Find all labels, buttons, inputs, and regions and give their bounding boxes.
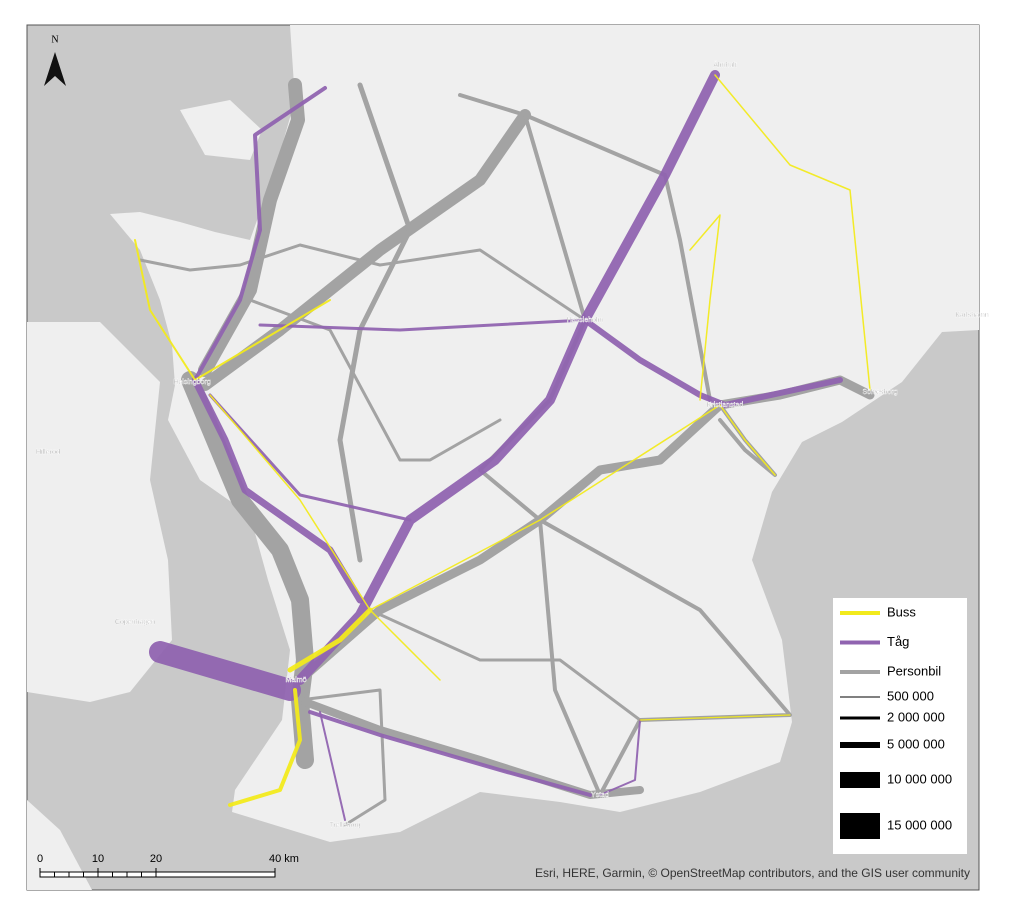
legend-width-swatch <box>840 716 880 720</box>
route <box>639 714 791 721</box>
place-labels: Älmhult Hässleholm Helsingborg Kristianstad… <box>36 61 989 829</box>
route <box>209 394 371 611</box>
route <box>228 688 302 807</box>
place-label: Malmö <box>285 677 306 684</box>
route <box>193 86 327 382</box>
route <box>138 243 587 322</box>
route <box>714 74 871 391</box>
route <box>191 376 364 604</box>
network <box>134 70 875 827</box>
scale-label: 40 km <box>269 853 299 865</box>
land-denmark <box>27 322 172 702</box>
place-label: Sölvesborg <box>862 389 897 396</box>
route <box>369 609 441 681</box>
land-sweden <box>110 25 979 842</box>
legend-width-swatch <box>840 742 880 748</box>
land-denmark-south <box>27 800 92 890</box>
legend-label: Tåg <box>887 634 909 649</box>
route <box>599 719 641 796</box>
scale-bar-body <box>39 871 276 878</box>
place-label: Kristianstad <box>707 402 744 409</box>
route <box>149 641 301 701</box>
place-label: Copenhagen <box>115 619 155 626</box>
legend-label: 15 000 000 <box>887 817 952 832</box>
legend-label: 10 000 000 <box>887 771 952 786</box>
land-kullen <box>180 100 262 160</box>
route <box>208 393 412 522</box>
legend-label: Buss <box>887 604 916 619</box>
legend-width-swatch <box>840 813 880 839</box>
route <box>368 608 642 722</box>
north-arrow <box>44 52 66 86</box>
legend-label: 2 000 000 <box>887 709 945 724</box>
place-label: Älmhult <box>713 61 736 69</box>
legend-label: 500 000 <box>887 688 934 703</box>
legend-width-swatch <box>840 696 880 698</box>
route <box>248 298 502 462</box>
route <box>199 109 531 391</box>
route <box>689 214 721 401</box>
route <box>258 318 587 332</box>
scale-bar: 0 10 20 40 km <box>37 853 299 878</box>
scale-label: 0 <box>37 853 43 865</box>
legend-label: 5 000 000 <box>887 736 945 751</box>
route <box>181 371 314 769</box>
place-label: Hillerød <box>36 449 60 456</box>
scale-label: 20 <box>150 853 162 865</box>
route <box>134 239 196 381</box>
place-label: Ystad <box>591 792 609 799</box>
legend-width-swatch <box>840 772 880 788</box>
route <box>287 607 373 673</box>
attribution: Esri, HERE, Garmin, © OpenStreetMap cont… <box>535 866 970 880</box>
route <box>298 688 387 827</box>
route <box>369 404 776 611</box>
north-label: N <box>51 34 58 45</box>
place-label: Helsingborg <box>173 379 210 386</box>
route <box>308 710 592 797</box>
legend-label: Personbil <box>887 663 941 678</box>
scale-label: 10 <box>92 853 104 865</box>
place-label: Trelleborg <box>329 822 360 829</box>
route <box>296 696 644 799</box>
place-label: Karlshamn <box>955 312 989 319</box>
route <box>194 299 331 381</box>
legend: Buss Tåg Personbil 500 000 2 000 000 5 000 00… <box>840 604 952 839</box>
place-label: Hässleholm <box>567 317 604 324</box>
route <box>319 711 346 821</box>
route <box>295 70 720 685</box>
